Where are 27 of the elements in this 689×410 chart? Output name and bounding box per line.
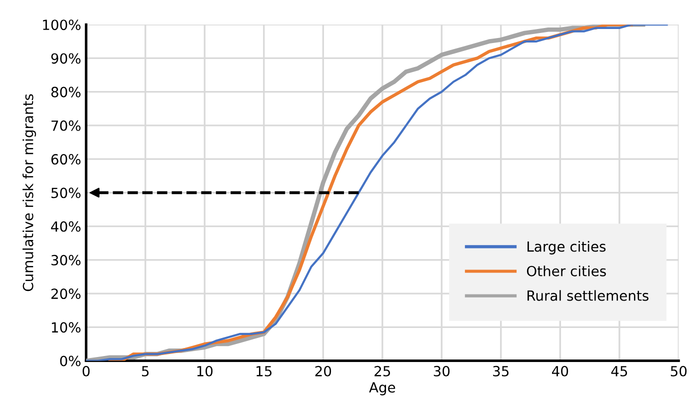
legend-label: Rural settlements (528, 290, 648, 301)
y-tick-label: 40% (51, 221, 80, 232)
legend-label: Other cities (526, 266, 606, 276)
x-tick-label: 10 (197, 366, 213, 376)
y-tick-label: 10% (52, 322, 80, 333)
x-tick-label: 5 (142, 366, 149, 376)
legend-label: Large cities (528, 241, 606, 254)
y-tick-label: 60% (51, 154, 80, 165)
y-tick-label: 80% (51, 86, 80, 98)
x-tick-label: 45 (611, 366, 628, 376)
y-axis-title: Cumulative risk for migrants (22, 94, 36, 292)
y-tick-label: 90% (51, 53, 80, 64)
x-tick-label: 35 (493, 366, 509, 376)
y-tick-label: 50% (51, 188, 80, 198)
y-tick-label: 70% (52, 120, 80, 131)
y-tick-label: 100% (43, 20, 80, 30)
x-tick-label: 20 (315, 366, 332, 376)
x-tick-label: 40 (552, 366, 568, 376)
x-tick-label: 0 (82, 366, 90, 376)
x-tick-label: 30 (434, 366, 450, 376)
x-axis-title: Age (369, 382, 396, 396)
x-tick-label: 50 (670, 366, 687, 376)
x-tick-label: 25 (374, 366, 390, 376)
y-tick-label: 20% (51, 288, 80, 300)
x-tick-label: 15 (256, 366, 272, 376)
y-tick-label: 0% (60, 356, 80, 366)
y-tick-label: 30% (51, 254, 80, 266)
